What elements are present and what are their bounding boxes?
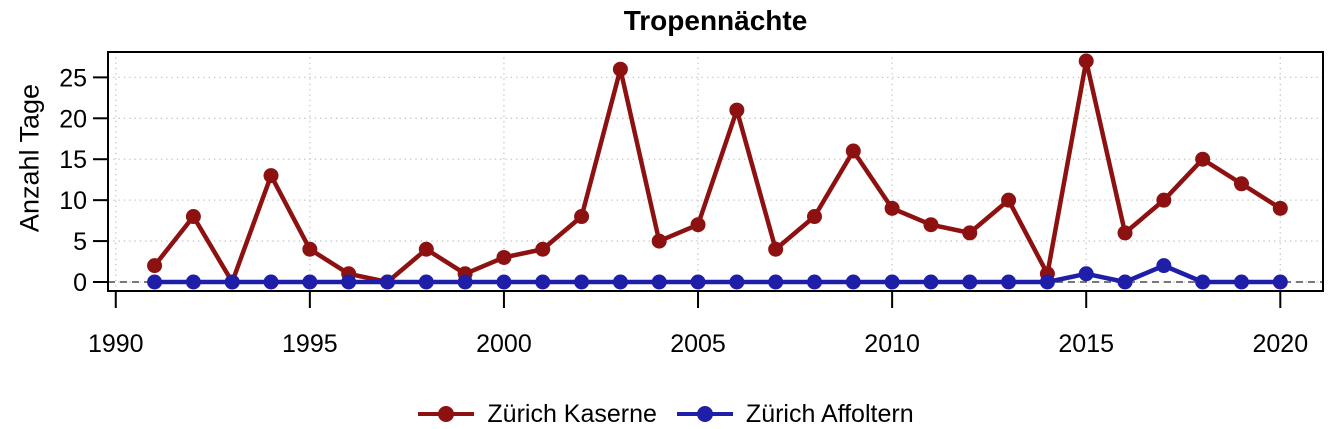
data-point-marker-1	[729, 274, 745, 290]
data-point-marker-1	[185, 274, 201, 290]
data-point-marker-1	[1195, 274, 1211, 290]
data-point-marker-0	[1117, 225, 1133, 241]
data-point-marker-0	[884, 200, 900, 216]
data-point-marker-0	[768, 241, 784, 257]
x-tick-label: 2000	[476, 330, 532, 358]
x-tick-label: 2020	[1252, 330, 1308, 358]
data-point-marker-1	[690, 274, 706, 290]
data-point-marker-1	[1078, 266, 1094, 282]
data-point-marker-1	[418, 274, 434, 290]
chart-title: Tropennächte	[623, 5, 808, 36]
x-tick-label: 2005	[670, 330, 726, 358]
data-point-marker-0	[535, 241, 551, 257]
y-tick-label: 25	[59, 64, 87, 92]
data-point-marker-0	[1078, 53, 1094, 69]
x-tick-label: 1995	[282, 330, 338, 358]
data-point-marker-1	[574, 274, 590, 290]
data-point-marker-0	[845, 143, 861, 159]
data-point-marker-0	[302, 241, 318, 257]
series-line-1	[152, 263, 1283, 285]
series-line-0	[152, 58, 1283, 285]
y-tick-label: 20	[59, 105, 87, 133]
data-point-marker-0	[1156, 192, 1172, 208]
data-point-marker-0	[962, 225, 978, 241]
data-point-marker-1	[1156, 258, 1172, 274]
data-point-marker-1	[535, 274, 551, 290]
data-point-marker-1	[651, 274, 667, 290]
data-point-marker-1	[845, 274, 861, 290]
data-point-marker-1	[884, 274, 900, 290]
y-tick-label: 5	[73, 228, 87, 256]
legend-marker-icon	[418, 406, 475, 422]
y-tick-label: 10	[59, 187, 87, 215]
legend-item-1: Zürich Affoltern	[676, 399, 914, 429]
data-point-marker-0	[1001, 192, 1017, 208]
data-point-marker-1	[768, 274, 784, 290]
data-point-marker-0	[923, 217, 939, 233]
data-point-marker-1	[1272, 274, 1288, 290]
legend-label: Zürich Kaserne	[487, 399, 657, 428]
data-point-marker-1	[457, 274, 473, 290]
data-point-marker-1	[612, 274, 628, 290]
data-point-marker-1	[263, 274, 279, 290]
data-point-marker-1	[923, 274, 939, 290]
data-point-marker-1	[496, 274, 512, 290]
legend-item-0: Zürich Kaserne	[418, 400, 657, 429]
data-point-marker-1	[962, 274, 978, 290]
legend-label: Zürich Affoltern	[745, 399, 914, 428]
data-point-marker-0	[1233, 176, 1249, 192]
y-tick-label: 0	[73, 269, 87, 297]
data-point-marker-0	[574, 209, 590, 225]
data-point-marker-0	[690, 217, 706, 233]
x-tick-label: 2010	[864, 330, 920, 358]
x-tick-label: 2015	[1058, 330, 1114, 358]
legend-marker-icon	[676, 406, 733, 422]
data-point-marker-0	[496, 249, 512, 265]
data-point-marker-0	[185, 209, 201, 225]
data-point-marker-1	[1233, 274, 1249, 290]
data-point-marker-1	[147, 274, 163, 290]
data-point-marker-0	[147, 258, 163, 274]
data-point-marker-1	[341, 274, 357, 290]
data-point-marker-0	[1272, 200, 1288, 216]
y-tick-label: 15	[59, 146, 87, 174]
data-point-marker-1	[379, 274, 395, 290]
legend: Zürich Kaserne Zürich Affoltern	[0, 399, 1332, 429]
data-point-marker-0	[418, 241, 434, 257]
data-point-marker-1	[302, 274, 318, 290]
data-point-marker-0	[1195, 151, 1211, 167]
data-point-marker-1	[806, 274, 822, 290]
data-point-marker-0	[263, 168, 279, 184]
data-point-marker-0	[729, 102, 745, 118]
data-point-marker-1	[224, 274, 240, 290]
data-point-marker-1	[1039, 274, 1055, 290]
data-point-marker-0	[612, 61, 628, 77]
data-point-marker-1	[1117, 274, 1133, 290]
plot-border	[107, 51, 1324, 292]
data-point-marker-1	[1001, 274, 1017, 290]
data-point-marker-0	[806, 209, 822, 225]
data-point-marker-0	[651, 233, 667, 249]
x-tick-label: 1990	[88, 330, 144, 358]
